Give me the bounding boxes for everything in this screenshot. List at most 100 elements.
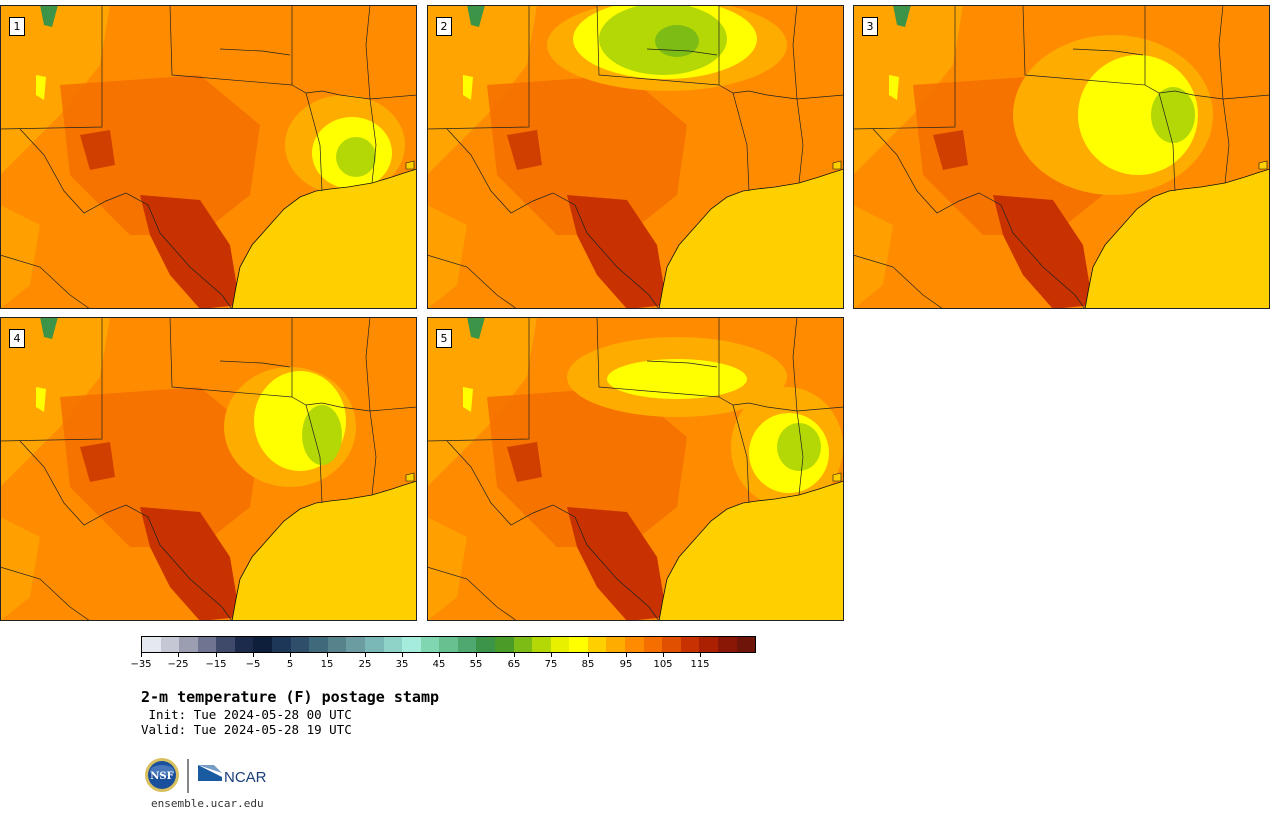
mountain-region <box>893 5 911 27</box>
state-border <box>1218 5 1230 184</box>
state-border <box>1072 48 1144 56</box>
cool-spot <box>889 75 899 100</box>
state-border <box>427 254 518 309</box>
state-border <box>646 360 718 368</box>
colorbar-tick-label: 55 <box>469 659 483 670</box>
cool-region <box>336 137 376 177</box>
warm-region <box>487 387 687 547</box>
colorbar-tick-label: 5 <box>286 659 294 670</box>
state-border <box>427 566 518 621</box>
mild-region <box>0 5 110 175</box>
state-border <box>169 5 293 86</box>
colorbar-segment <box>625 637 644 652</box>
coastline <box>231 168 417 309</box>
logos: NSF NCAR <box>144 757 274 795</box>
colorbar-segment <box>643 637 663 652</box>
colorbar-tick-label: 105 <box>653 659 673 670</box>
state-border <box>718 396 844 412</box>
coastline <box>1084 168 1270 309</box>
colorbar-tick <box>439 653 440 657</box>
colorbar-tick-label: −15 <box>205 659 227 670</box>
colorbar-segment <box>662 637 681 652</box>
gulf-of-mexico <box>232 481 417 621</box>
state-border <box>219 360 291 368</box>
lake <box>832 160 842 170</box>
state-border <box>646 48 718 56</box>
hot-region <box>140 195 240 309</box>
mild-region <box>0 317 110 487</box>
cool-region <box>1151 87 1195 143</box>
hot-region <box>567 507 667 621</box>
state-border <box>1158 92 1176 192</box>
colorbar-tick-label: 85 <box>581 659 595 670</box>
cool-region <box>1078 55 1198 175</box>
colorbar-tick <box>290 653 291 657</box>
state-border <box>718 84 844 100</box>
colorbar-segment <box>327 637 347 652</box>
colorbar-segment <box>717 637 737 652</box>
colorbar-segment <box>699 637 718 652</box>
postage-stamp-map-1: 1 <box>0 5 417 309</box>
colorbar-tick-label: 75 <box>544 659 558 670</box>
state-border <box>427 5 530 130</box>
state-border <box>792 5 804 184</box>
mild-region <box>427 317 537 487</box>
colorbar-segment <box>736 637 756 652</box>
hot-region <box>507 130 542 170</box>
ncar-logo-icon: NCAR <box>198 765 267 786</box>
state-border <box>446 128 660 309</box>
colorbar-segment <box>476 637 495 652</box>
colorbar-segment <box>309 637 328 652</box>
colorbar-segment <box>402 637 421 652</box>
colorbar-segment <box>290 637 310 652</box>
state-border <box>446 440 660 621</box>
warm-region <box>60 75 260 235</box>
state-border <box>291 84 417 100</box>
colorbar-segment <box>364 637 384 652</box>
colorbar-segment <box>606 637 626 652</box>
colorbar-segment <box>680 637 700 652</box>
colorbar-tick <box>663 653 664 657</box>
colorbar-tick-label: 65 <box>507 659 521 670</box>
colorbar-segment <box>272 637 291 652</box>
colorbar-segment <box>346 637 365 652</box>
postage-stamp-map-2: 2 <box>427 5 844 309</box>
state-border <box>0 566 91 621</box>
state-border <box>1022 5 1146 86</box>
colorbar-tick <box>178 653 179 657</box>
valid-time: Valid: Tue 2024-05-28 19 UTC <box>141 722 352 737</box>
state-border <box>305 404 323 504</box>
colorbar-segment <box>234 637 254 652</box>
lake <box>405 472 415 482</box>
colorbar-segment <box>253 637 273 652</box>
ncar-logo-text: NCAR <box>224 769 267 786</box>
nsf-logo-text: NSF <box>150 771 173 782</box>
init-time: Init: Tue 2024-05-28 00 UTC <box>141 707 352 722</box>
state-border <box>853 254 944 309</box>
state-border <box>365 317 377 496</box>
colorbar-tick-label: −5 <box>245 659 261 670</box>
colorbar-segment <box>494 637 514 652</box>
state-border <box>365 5 377 184</box>
colorbar-segment <box>142 637 161 652</box>
map-svg <box>427 5 844 309</box>
mild-region <box>427 205 467 309</box>
coastline <box>658 480 844 621</box>
state-border <box>305 92 323 192</box>
coastline <box>658 168 844 309</box>
mountain-region <box>40 5 58 27</box>
colorbar-tick <box>216 653 217 657</box>
colorbar-segment <box>197 637 217 652</box>
colorbar-tick-label: 35 <box>395 659 409 670</box>
postage-stamp-map-4: 4 <box>0 317 417 621</box>
panel-number-label: 5 <box>436 329 452 348</box>
colorbar-tick-label: 95 <box>619 659 633 670</box>
mild-region <box>853 205 893 309</box>
state-border <box>169 317 293 398</box>
postage-stamp-map-5: 5 <box>427 317 844 621</box>
temperature-colorbar <box>141 636 756 653</box>
colorbar-tick <box>588 653 589 657</box>
mild-region <box>0 517 40 621</box>
state-border <box>0 5 103 130</box>
panel-number-label: 3 <box>862 17 878 36</box>
